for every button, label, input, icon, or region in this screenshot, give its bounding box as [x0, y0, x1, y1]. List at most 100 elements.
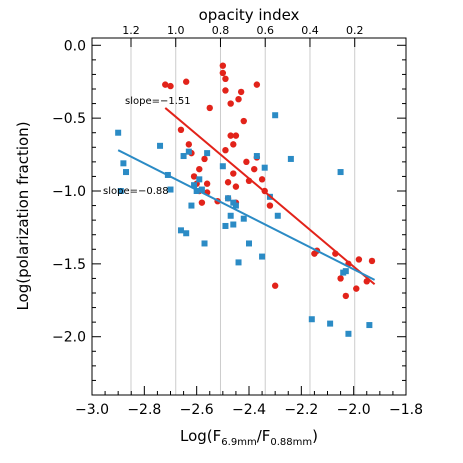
data-point-red-circle	[266, 202, 274, 209]
data-point-blue-square	[230, 221, 237, 228]
top-axis-title: opacity index	[199, 6, 300, 24]
data-point-red-circle	[232, 132, 240, 139]
data-point-blue-square	[272, 112, 279, 119]
data-point-red-circle	[222, 75, 229, 83]
data-point-red-circle	[227, 100, 234, 107]
data-point-red-circle	[235, 96, 242, 103]
data-point-blue-square	[274, 212, 281, 219]
data-point-red-circle	[183, 78, 190, 85]
data-point-red-circle	[206, 104, 213, 112]
data-point-blue-square	[366, 322, 373, 329]
x-axis-title: Log(F6.9mm/F0.88mm)	[180, 427, 318, 448]
x-axis-title-main: Log(F	[180, 427, 221, 445]
data-point-red-circle	[243, 158, 250, 166]
data-point-red-circle	[355, 256, 363, 263]
data-point-blue-square	[227, 212, 234, 219]
data-point-red-circle	[222, 87, 229, 94]
data-point-blue-square	[115, 129, 122, 136]
data-point-blue-square	[327, 320, 334, 327]
data-point-blue-square	[183, 230, 190, 237]
data-point-red-circle	[251, 165, 258, 173]
data-point-blue-square	[287, 155, 294, 162]
y-tick-label: −1.0	[52, 184, 86, 200]
data-point-red-circle	[222, 147, 229, 154]
data-point-blue-square	[259, 253, 266, 260]
data-point-red-circle	[167, 82, 174, 90]
data-point-red-circle	[185, 141, 193, 148]
data-point-red-circle	[219, 62, 227, 69]
data-point-blue-square	[201, 240, 208, 247]
data-point-blue-square	[337, 169, 344, 176]
y-tick-label: 0.0	[64, 38, 86, 54]
data-point-blue-square	[222, 222, 229, 229]
top-tick-label: 1.0	[167, 24, 185, 37]
x-axis-title-subscript-1: 6.9mm	[221, 437, 256, 448]
data-point-red-circle	[196, 165, 203, 173]
x-tick-label: −2.0	[337, 402, 371, 418]
data-point-red-circle	[190, 173, 198, 180]
data-point-blue-square	[180, 153, 187, 160]
data-point-red-circle	[224, 179, 232, 186]
data-point-red-circle	[198, 199, 206, 206]
data-point-blue-square	[157, 142, 164, 149]
data-point-blue-square	[342, 268, 349, 275]
x-axis-title-mid: /F	[257, 427, 271, 445]
data-point-red-circle	[353, 285, 360, 292]
data-point-blue-square	[246, 240, 252, 247]
y-tick-label: −2.0	[52, 330, 86, 346]
data-point-blue-square	[191, 182, 198, 189]
top-tick-label: 0.8	[212, 24, 230, 37]
top-tick-label: 0.2	[346, 24, 364, 37]
data-point-blue-square	[123, 169, 130, 176]
data-point-red-circle	[230, 170, 237, 177]
data-point-blue-square	[232, 202, 239, 209]
data-point-blue-square	[177, 227, 184, 234]
data-point-red-circle	[240, 117, 247, 125]
y-tick-label: −1.5	[52, 257, 86, 273]
top-tick-label: 0.4	[301, 24, 319, 37]
slope-annotation-red: slope=−1.51	[125, 96, 191, 107]
data-point-blue-square	[261, 164, 268, 171]
data-point-blue-square	[188, 202, 195, 209]
x-tick-label: −3.0	[75, 402, 109, 418]
slope-annotation-blue: slope=−0.88	[103, 186, 169, 197]
data-point-red-circle	[201, 155, 208, 163]
fit-lines	[117, 107, 376, 286]
grid-lines	[130, 38, 356, 395]
data-point-red-circle	[227, 132, 234, 139]
data-point-red-circle	[237, 88, 245, 96]
y-axis-title: Log(polarization fraction)	[14, 121, 32, 310]
data-point-blue-square	[219, 163, 226, 170]
data-point-red-circle	[230, 141, 237, 148]
data-point-blue-square	[235, 259, 242, 266]
x-tick-label: −2.2	[284, 402, 318, 418]
data-point-red-circle	[203, 180, 211, 187]
data-point-blue-square	[253, 153, 260, 160]
x-axis-title-subscript-2: 0.88mm	[270, 437, 312, 448]
x-axis-title-end: )	[312, 427, 318, 445]
data-point-blue-square	[198, 186, 205, 193]
top-tick-label: 1.2	[122, 24, 140, 37]
data-point-red-circle	[342, 292, 350, 300]
data-point-red-circle	[219, 69, 227, 77]
data-point-blue-square	[225, 195, 232, 202]
data-point-red-circle	[271, 282, 279, 289]
data-point-red-circle	[337, 275, 344, 282]
data-point-blue-square	[167, 186, 174, 193]
data-point-blue-square	[196, 176, 203, 183]
data-point-red-circle	[258, 176, 266, 183]
data-point-blue-square	[120, 160, 127, 167]
data-point-red-circle	[177, 126, 185, 133]
fit-line-blue	[117, 149, 376, 281]
y-tick-label: −0.5	[52, 111, 86, 127]
data-point-red-circle	[232, 183, 240, 190]
data-point-red-circle	[162, 81, 169, 88]
data-point-blue-square	[308, 316, 315, 323]
data-point-blue-square	[345, 330, 352, 337]
fit-line-red	[164, 107, 376, 286]
data-point-blue-square	[240, 215, 247, 222]
data-point-blue-square	[117, 188, 124, 194]
x-tick-label: −2.8	[127, 402, 161, 418]
top-tick-label: 0.6	[256, 24, 274, 37]
